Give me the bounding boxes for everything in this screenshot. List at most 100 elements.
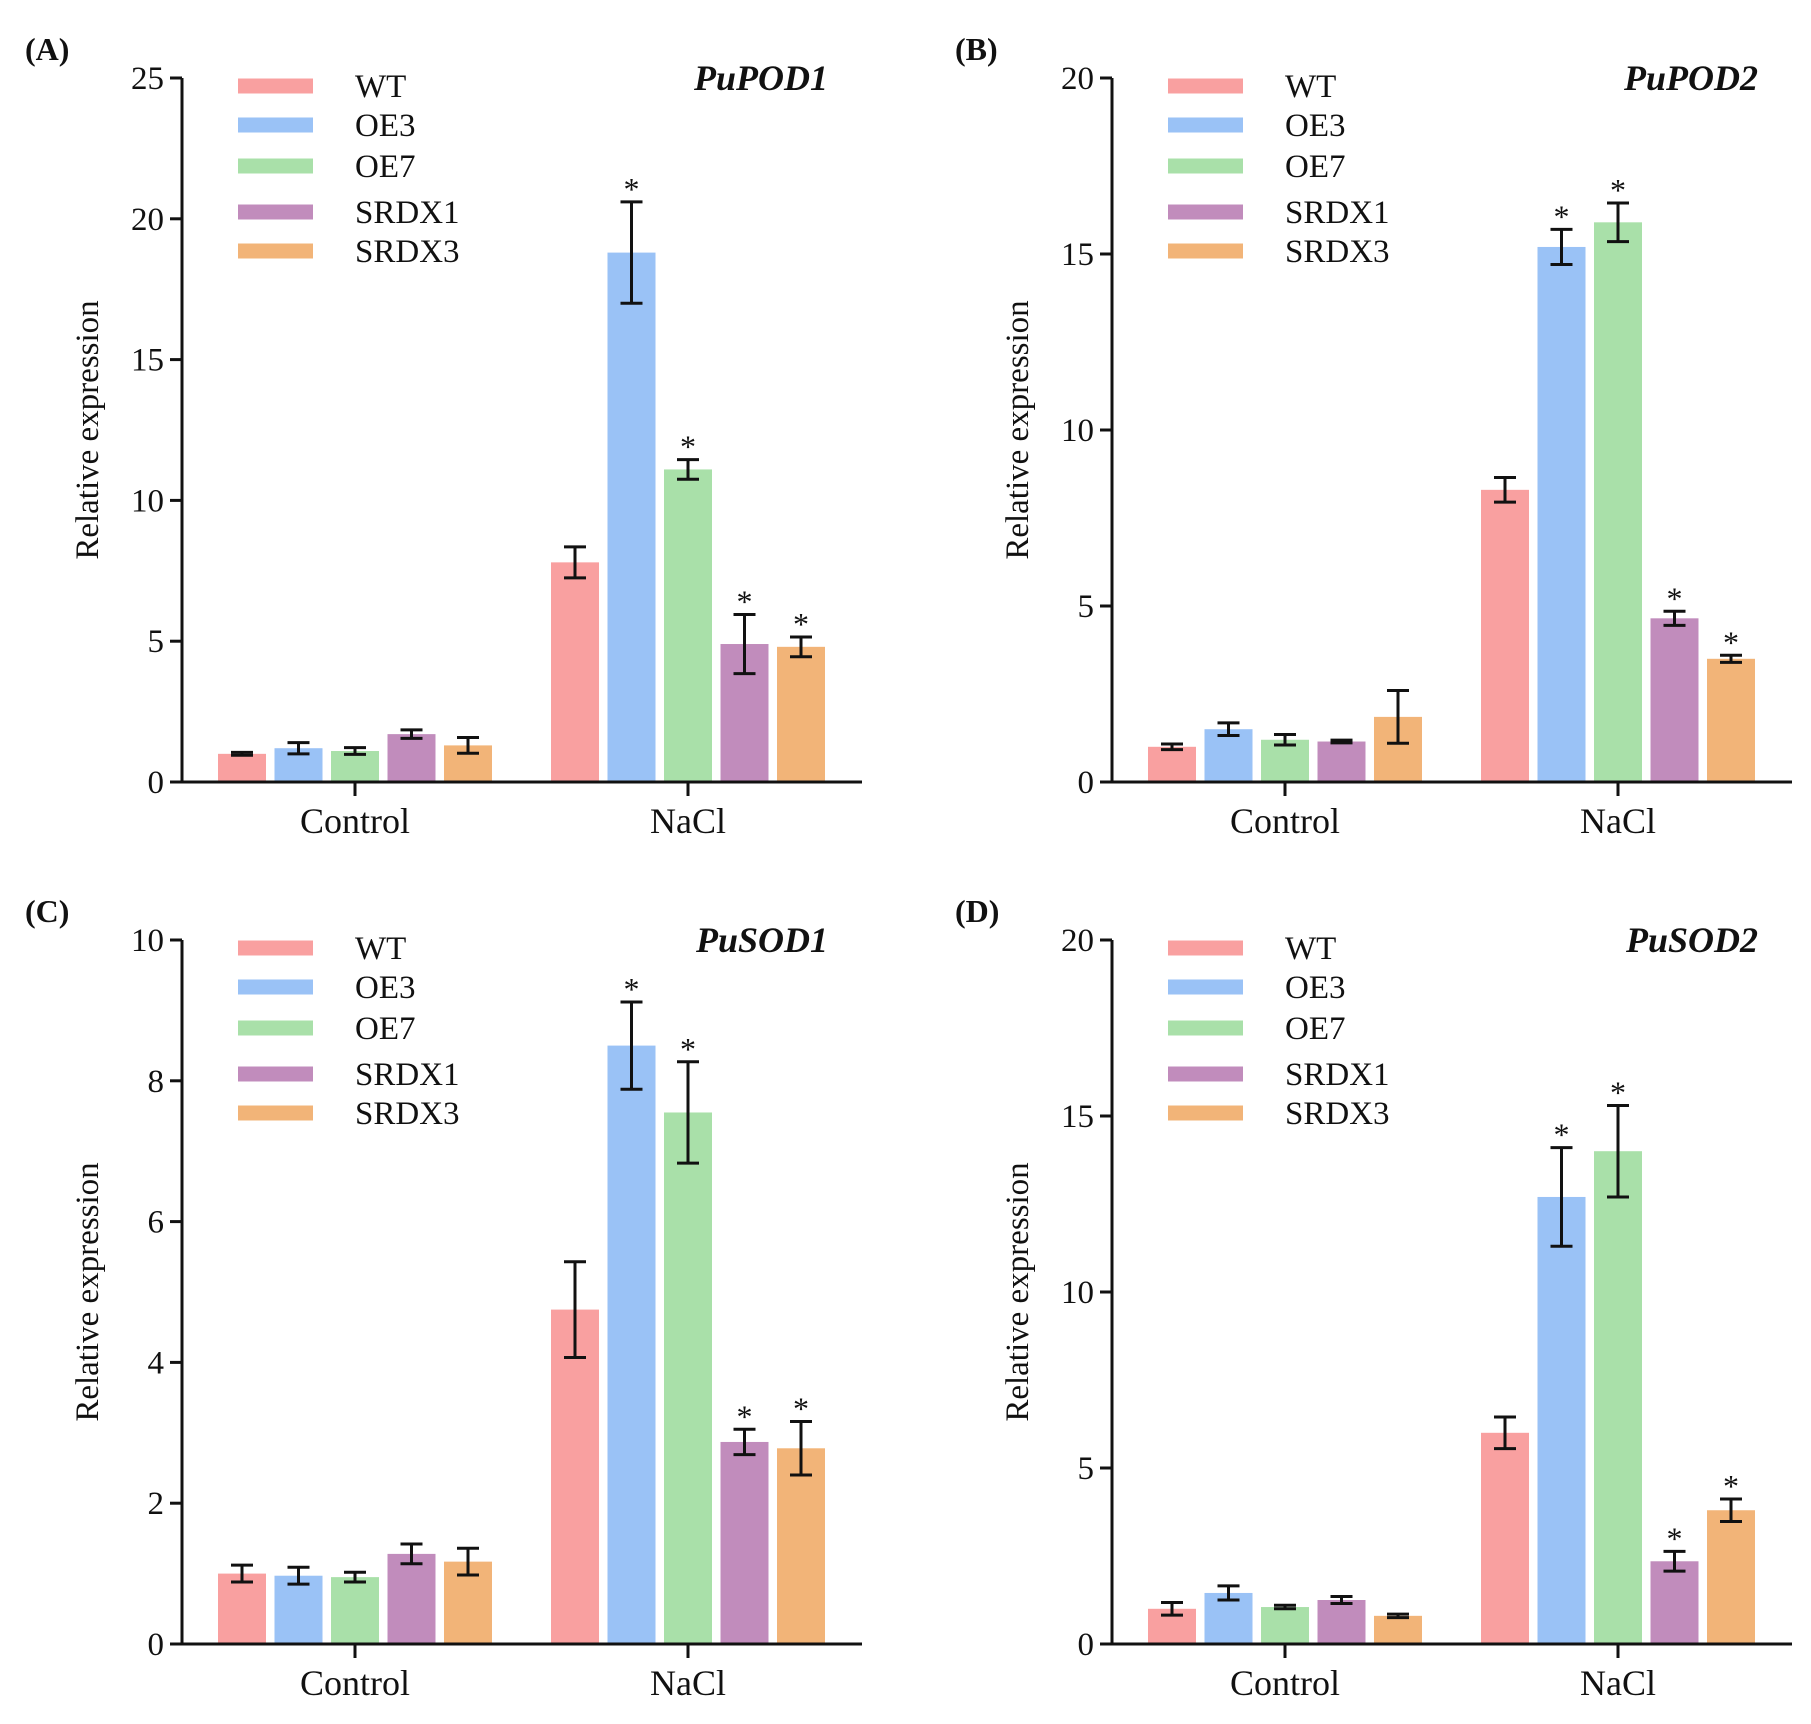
- legend-label-srdx1: SRDX1: [355, 1057, 460, 1093]
- bar-control-srdx3: [1374, 1615, 1422, 1644]
- error-bar-control-srdx3: [1387, 688, 1409, 745]
- legend-label-oe7: OE7: [1285, 149, 1346, 185]
- error-bar-control-oe7: [1274, 1603, 1296, 1611]
- y-tick-label: 10: [1061, 413, 1094, 449]
- error-bar-nacl-oe7: [677, 458, 699, 481]
- bar-nacl-oe7: [664, 469, 712, 782]
- legend-swatch-wt: [1168, 940, 1243, 956]
- x-category-label-control: Control: [300, 1663, 410, 1703]
- y-tick-label: 8: [148, 1064, 165, 1100]
- legend-swatch-srdx3: [1168, 1105, 1243, 1121]
- panel-label: (B): [955, 31, 998, 67]
- bar-control-oe3: [1204, 729, 1253, 782]
- chart-title: PuPOD1: [693, 58, 828, 98]
- bar-nacl-oe3: [1537, 1196, 1586, 1644]
- legend-swatch-srdx1: [1168, 1066, 1243, 1082]
- legend-label-oe7: OE7: [355, 149, 416, 185]
- legend-label-oe7: OE7: [1285, 1011, 1346, 1047]
- error-bar-control-srdx1: [400, 1542, 423, 1566]
- legend-label-wt: WT: [1285, 69, 1336, 105]
- bar-control-oe7: [1261, 739, 1309, 782]
- legend-swatch-oe3: [1168, 117, 1243, 133]
- chart-panel-pupod1: (A) PuPOD1 Relative expression * * * * 0 5 10 15 20…: [25, 31, 862, 841]
- bar-nacl-srdx3: [777, 646, 825, 782]
- legend-label-srdx3: SRDX3: [1285, 1096, 1390, 1132]
- y-tick-label: 20: [1061, 61, 1094, 97]
- legend-swatch-srdx3: [1168, 243, 1243, 259]
- x-category-label-nacl: NaCl: [1580, 1663, 1656, 1703]
- y-axis-title: Relative expression: [70, 300, 106, 559]
- bar-nacl-wt: [551, 562, 599, 782]
- error-bar-control-oe3: [287, 741, 310, 756]
- y-tick-label: 0: [1078, 1627, 1095, 1663]
- bar-nacl-srdx1: [1650, 1561, 1699, 1644]
- bar-nacl-wt: [551, 1309, 599, 1644]
- error-bar-control-oe3: [1217, 1584, 1240, 1602]
- error-bar-nacl-oe7: [1607, 1103, 1629, 1199]
- legend-label-srdx1: SRDX1: [1285, 1057, 1390, 1093]
- bar-control-srdx1: [1317, 1600, 1366, 1644]
- significance-mark-nacl-oe7: *: [1610, 172, 1626, 208]
- y-axis-title: Relative expression: [1000, 1162, 1036, 1421]
- y-tick-label: 10: [131, 923, 164, 959]
- y-tick-label: 0: [148, 1627, 165, 1663]
- bar-control-srdx1: [387, 1553, 436, 1644]
- bar-nacl-oe3: [607, 252, 656, 783]
- significance-mark-nacl-oe7: *: [680, 1031, 696, 1067]
- legend-swatch-oe7: [238, 158, 313, 174]
- bar-control-oe7: [331, 1577, 379, 1644]
- legend-swatch-srdx1: [238, 1066, 313, 1082]
- y-tick-label: 20: [131, 202, 164, 238]
- x-category-label-control: Control: [1230, 801, 1340, 841]
- bar-control-wt: [1148, 746, 1196, 782]
- error-bar-nacl-wt: [1494, 1415, 1516, 1451]
- bar-nacl-srdx1: [720, 1441, 769, 1644]
- legend-label-oe3: OE3: [1285, 108, 1346, 144]
- bar-nacl-oe3: [1537, 246, 1586, 782]
- significance-mark-nacl-srdx3: *: [793, 1391, 809, 1427]
- significance-mark-nacl-oe3: *: [624, 971, 640, 1007]
- y-tick-label: 5: [1078, 1451, 1095, 1487]
- y-tick-label: 0: [148, 765, 165, 801]
- error-bar-nacl-wt: [564, 1260, 586, 1359]
- error-bar-control-srdx1: [1330, 1594, 1353, 1606]
- legend-label-oe7: OE7: [355, 1011, 416, 1047]
- error-bar-nacl-srdx1: [733, 612, 756, 676]
- y-tick-label: 4: [148, 1345, 165, 1381]
- legend-swatch-oe7: [1168, 158, 1243, 174]
- panel-label: (C): [25, 893, 69, 929]
- legend-label-srdx3: SRDX3: [355, 1096, 460, 1132]
- bar-nacl-wt: [1481, 1432, 1529, 1644]
- legend-label-srdx1: SRDX1: [1285, 195, 1390, 231]
- y-tick-label: 20: [1061, 923, 1094, 959]
- chart-panel-pusod1: (C) PuSOD1 Relative expression * * * * 0 2 4 6 8 10 C…: [25, 893, 862, 1703]
- bar-control-oe3: [274, 1575, 323, 1644]
- error-bar-control-oe3: [1217, 721, 1240, 738]
- y-tick-label: 10: [1061, 1275, 1094, 1311]
- bar-control-srdx1: [1317, 741, 1366, 782]
- y-tick-label: 10: [131, 483, 164, 519]
- error-bar-nacl-srdx1: [1663, 1549, 1686, 1573]
- y-tick-label: 5: [1078, 589, 1095, 625]
- bar-nacl-oe7: [1594, 1151, 1642, 1644]
- error-bar-control-wt: [231, 750, 253, 757]
- y-tick-label: 2: [148, 1486, 165, 1522]
- significance-mark-nacl-oe3: *: [1554, 1117, 1570, 1153]
- x-category-label-nacl: NaCl: [650, 1663, 726, 1703]
- error-bar-nacl-srdx3: [1720, 653, 1742, 664]
- bar-control-wt: [218, 753, 266, 782]
- bar-nacl-srdx3: [777, 1448, 825, 1644]
- error-bar-nacl-oe3: [620, 200, 643, 305]
- significance-mark-nacl-srdx3: *: [1723, 1468, 1739, 1504]
- bar-control-wt: [218, 1573, 266, 1644]
- significance-mark-nacl-oe3: *: [624, 171, 640, 207]
- bar-nacl-oe3: [607, 1045, 656, 1644]
- error-bar-control-wt: [231, 1563, 253, 1584]
- error-bar-nacl-oe3: [1550, 227, 1573, 267]
- significance-mark-nacl-oe7: *: [680, 429, 696, 465]
- error-bar-control-srdx3: [1387, 1612, 1409, 1620]
- legend-swatch-oe7: [238, 1020, 313, 1036]
- error-bar-nacl-srdx3: [790, 1420, 812, 1477]
- chart-panel-pupod2: (B) PuPOD2 Relative expression * * * * 0 5 10 15 20…: [955, 31, 1792, 841]
- error-bar-nacl-srdx1: [733, 1427, 756, 1457]
